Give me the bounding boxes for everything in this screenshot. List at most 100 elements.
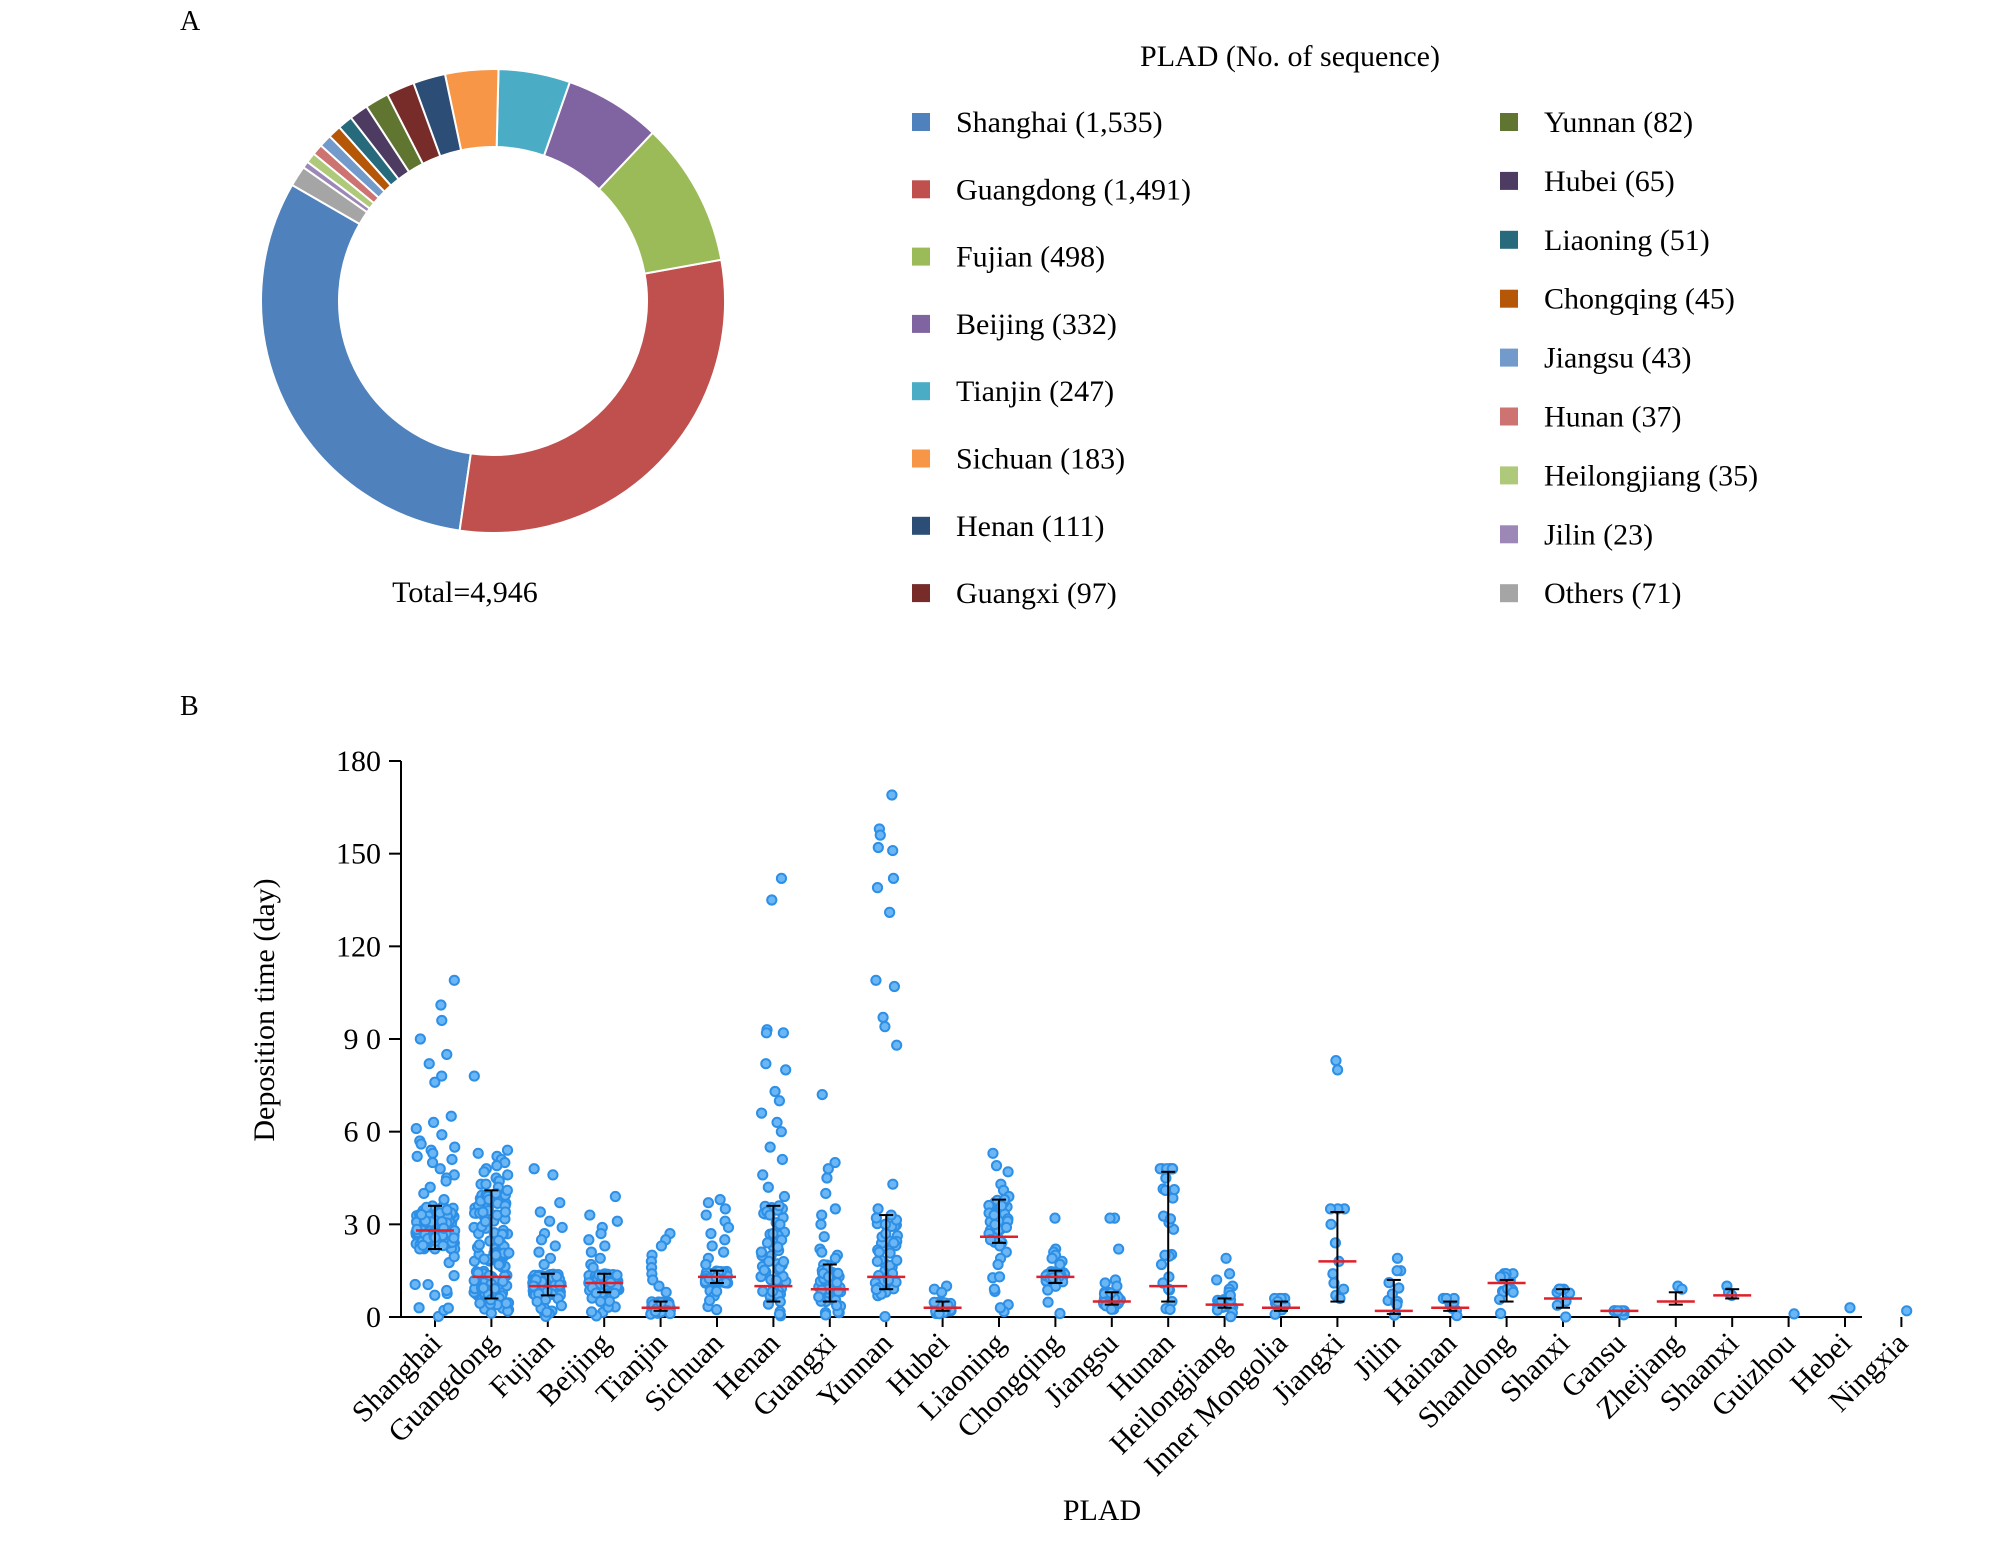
- data-point: [441, 1048, 453, 1061]
- data-point: [764, 1209, 776, 1221]
- legend-swatch: [912, 382, 930, 401]
- data-point: [871, 1255, 883, 1268]
- data-point: [1042, 1284, 1054, 1296]
- data-point: [427, 1147, 439, 1159]
- data-point: [891, 1039, 903, 1051]
- data-point: [818, 1231, 830, 1243]
- data-point: [719, 1234, 731, 1246]
- data-point: [483, 1269, 495, 1282]
- data-point: [816, 1246, 828, 1258]
- data-point: [440, 1175, 452, 1187]
- data-point: [441, 1204, 453, 1216]
- data-point: [414, 1033, 426, 1045]
- data-point: [479, 1215, 492, 1228]
- data-point: [886, 789, 898, 801]
- legend-swatch: [912, 113, 930, 131]
- data-point: [700, 1209, 712, 1221]
- data-point: [448, 1232, 460, 1244]
- data-point: [877, 1011, 889, 1023]
- data-point: [423, 1058, 435, 1070]
- data-point: [719, 1203, 731, 1215]
- data-point: [448, 974, 460, 986]
- legend-label: Liaoning (51): [1544, 224, 1710, 257]
- y-tick-label: 120: [336, 930, 381, 963]
- data-point: [609, 1190, 621, 1203]
- data-point: [472, 1147, 484, 1159]
- data-point: [587, 1261, 599, 1274]
- data-point: [829, 1156, 841, 1169]
- panel-label-a: A: [180, 6, 201, 37]
- data-point: [762, 1181, 774, 1193]
- legend-label: Guangdong (1,491): [956, 173, 1191, 206]
- data-point: [1000, 1221, 1013, 1234]
- data-point: [415, 1209, 428, 1221]
- data-point: [871, 882, 884, 894]
- data-point: [448, 1270, 460, 1282]
- data-point: [500, 1297, 512, 1309]
- data-point: [1329, 1237, 1342, 1249]
- data-point: [832, 1267, 844, 1280]
- legend-title: PLAD (No. of sequence): [1140, 40, 1440, 73]
- legend-label: Hubei (65): [1544, 165, 1675, 198]
- data-point: [436, 1129, 448, 1141]
- data-point: [1507, 1286, 1519, 1298]
- data-point: [816, 1089, 828, 1101]
- data-point: [485, 1307, 497, 1319]
- data-point: [445, 1110, 457, 1122]
- data-point: [773, 1095, 786, 1107]
- data-point: [413, 1302, 425, 1314]
- legend-label: Guangxi (97): [956, 577, 1117, 610]
- data-point: [544, 1215, 556, 1227]
- data-point: [493, 1259, 505, 1271]
- data-point: [1844, 1302, 1856, 1314]
- legend-swatch: [1500, 525, 1518, 544]
- data-point: [584, 1209, 596, 1221]
- data-point: [442, 1302, 454, 1314]
- data-point: [1495, 1307, 1507, 1320]
- legend-swatch: [1500, 466, 1518, 485]
- data-point: [870, 974, 882, 986]
- data-point: [887, 1178, 899, 1190]
- data-point: [822, 1163, 834, 1175]
- data-point: [1332, 1064, 1344, 1076]
- legend-swatch: [1500, 584, 1518, 603]
- data-point: [538, 1258, 550, 1271]
- data-point: [1220, 1252, 1232, 1264]
- data-point: [493, 1234, 505, 1247]
- y-axis-label: Deposition time (day): [248, 878, 281, 1141]
- data-point: [491, 1160, 503, 1172]
- legend-label: Chongqing (45): [1544, 283, 1735, 316]
- donut-slice: [290, 165, 369, 226]
- data-point: [438, 1194, 450, 1206]
- data-point: [815, 1218, 827, 1230]
- data-point: [992, 1258, 1004, 1271]
- data-point: [501, 1184, 513, 1196]
- data-point: [477, 1206, 489, 1218]
- data-point: [874, 829, 886, 841]
- data-point: [1391, 1252, 1404, 1264]
- legend-label: Jiangsu (43): [1544, 342, 1691, 375]
- data-point: [711, 1304, 723, 1316]
- data-point: [994, 1302, 1006, 1314]
- data-point: [497, 1275, 509, 1288]
- donut-slice: [458, 258, 726, 534]
- data-point: [473, 1239, 485, 1251]
- data-point: [760, 1058, 772, 1070]
- data-point: [1099, 1277, 1111, 1289]
- data-point: [722, 1221, 735, 1234]
- data-point: [1002, 1166, 1014, 1178]
- data-point: [763, 1255, 775, 1268]
- legend-label: Yunnan (82): [1544, 106, 1693, 139]
- legend-label: Beijing (332): [956, 308, 1117, 341]
- data-point: [1155, 1258, 1168, 1271]
- data-point: [884, 906, 896, 918]
- data-point: [410, 1122, 422, 1135]
- data-point: [888, 1237, 900, 1249]
- data-point: [887, 844, 899, 857]
- data-point: [480, 1178, 492, 1190]
- y-tick-label: 9 0: [344, 1023, 382, 1056]
- data-point: [533, 1246, 545, 1258]
- data-point: [434, 1163, 446, 1175]
- data-point: [441, 1284, 453, 1297]
